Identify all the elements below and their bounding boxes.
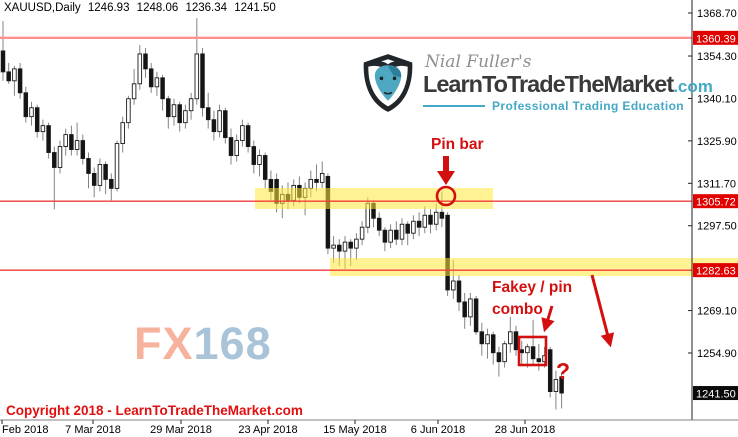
svg-text:1325.90: 1325.90 bbox=[697, 136, 737, 148]
svg-text:1311.70: 1311.70 bbox=[697, 178, 736, 190]
svg-text:1360.39: 1360.39 bbox=[696, 33, 736, 45]
svg-text:23 Apr 2018: 23 Apr 2018 bbox=[238, 424, 297, 436]
svg-text:29 Mar 2018: 29 Mar 2018 bbox=[150, 424, 212, 436]
fx168-watermark: FX168 bbox=[134, 321, 272, 366]
svg-text:1254.90: 1254.90 bbox=[697, 348, 737, 360]
svg-text:1241.50: 1241.50 bbox=[696, 389, 736, 401]
logo-tagline: Professional Trading Education bbox=[492, 98, 685, 113]
logo-site-tld: .com bbox=[673, 77, 713, 96]
svg-text:1305.72: 1305.72 bbox=[696, 197, 736, 209]
svg-text:7 Mar 2018: 7 Mar 2018 bbox=[65, 424, 121, 436]
ltttm-logo: Nial Fuller's LearnToTradeTheMarket.com … bbox=[360, 52, 713, 114]
svg-text:1354.30: 1354.30 bbox=[697, 51, 737, 63]
copyright-line: Copyright 2018 - LearnToTradeTheMarket.c… bbox=[6, 403, 303, 418]
svg-text:1368.70: 1368.70 bbox=[697, 8, 737, 20]
svg-text:6 Jun 2018: 6 Jun 2018 bbox=[411, 424, 465, 436]
watermark-fx: FX bbox=[134, 318, 194, 369]
bull-shield-icon bbox=[363, 54, 413, 112]
question-mark-annotation: ? bbox=[556, 358, 571, 384]
svg-text:1340.10: 1340.10 bbox=[697, 93, 737, 105]
tagline-divider-line bbox=[423, 104, 485, 107]
logo-site-name: LearnToTradeTheMarket.com bbox=[423, 71, 713, 97]
svg-text:1269.10: 1269.10 bbox=[697, 306, 737, 318]
logo-author-script: Nial Fuller's bbox=[425, 52, 532, 72]
open-value: 1246.93 bbox=[87, 2, 130, 14]
symbol-ohlc-readout: XAUUSD,Daily 1246.93 1248.06 1236.34 124… bbox=[4, 2, 280, 14]
close-value: 1241.50 bbox=[234, 2, 276, 14]
svg-text:Feb 2018: Feb 2018 bbox=[2, 424, 48, 436]
fakey-pin-combo-annotation-label: Fakey / pin combo bbox=[492, 279, 573, 319]
low-value: 1236.34 bbox=[185, 2, 228, 14]
high-value: 1248.06 bbox=[136, 2, 179, 14]
svg-text:1297.50: 1297.50 bbox=[697, 221, 737, 233]
svg-text:15 May 2018: 15 May 2018 bbox=[323, 424, 387, 436]
svg-text:1282.63: 1282.63 bbox=[696, 266, 736, 278]
watermark-168: 168 bbox=[193, 318, 272, 369]
symbol-label: XAUUSD,Daily bbox=[4, 2, 81, 14]
svg-text:28 Jun 2018: 28 Jun 2018 bbox=[495, 424, 556, 436]
pin-bar-annotation-label: Pin bar bbox=[431, 136, 484, 153]
